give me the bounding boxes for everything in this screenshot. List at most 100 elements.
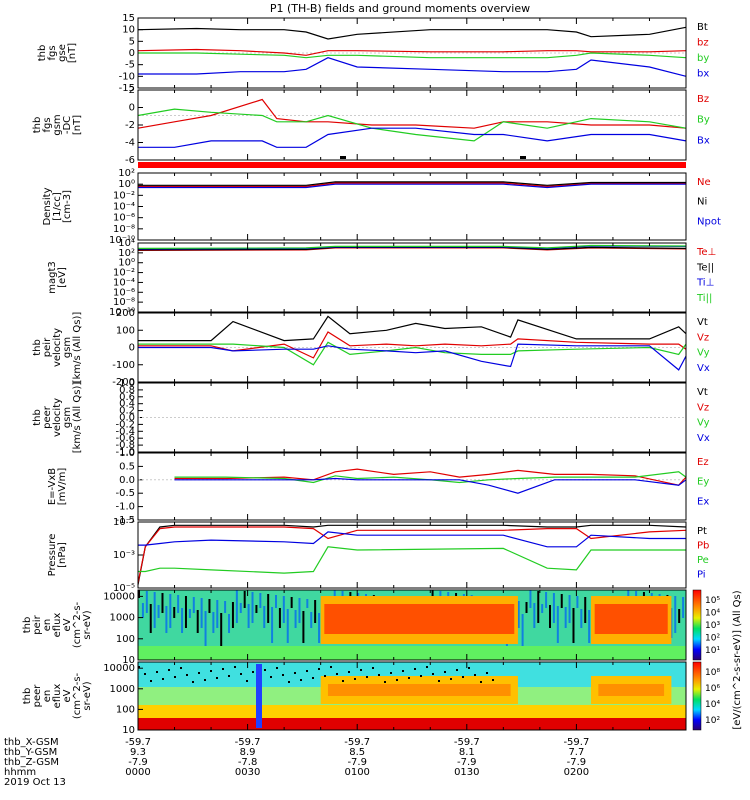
y-axis-label: thb	[32, 117, 43, 134]
legend-entry: Vz	[697, 402, 709, 413]
spectrum-cell	[537, 591, 540, 623]
spectrum-cell	[314, 600, 317, 623]
spectrum-cell	[480, 681, 482, 683]
y-tick-label: -1.5	[115, 515, 135, 526]
y-axis-label: thb	[32, 339, 43, 356]
colorbar-tick-label: 10¹	[705, 646, 720, 656]
y-axis-label: [km/s (All Qs)]	[72, 382, 83, 454]
colorbar-tick-label: 10⁶	[705, 684, 720, 694]
series-pb	[137, 526, 687, 584]
y-tick-label: 10⁻²	[113, 268, 135, 279]
spectrum-cell	[196, 610, 199, 633]
y-tick-label: 0.4	[119, 399, 135, 410]
spectrum-cell	[390, 672, 392, 674]
spectrum-cell	[157, 605, 160, 618]
spectrum-cell	[286, 609, 289, 643]
spectrum-cell	[165, 606, 168, 633]
panel-frame	[137, 89, 687, 161]
legend-entry: Vx	[697, 433, 710, 444]
legend-entry: Pi	[697, 570, 706, 581]
spectrum-cell	[278, 608, 281, 628]
y-axis-label: [1/cc]	[52, 192, 63, 221]
y-tick-label: 0.6	[119, 392, 135, 403]
colorbar-tick-label: 10³	[705, 621, 720, 631]
legend-entry: Ti||	[696, 293, 712, 304]
panel-density: Density [1/cc] [cm-3]10²10⁰10⁻²10⁻⁴10⁻⁶10⁻…	[42, 168, 721, 246]
spectrum-cell	[168, 669, 170, 671]
spectrum-cell	[263, 606, 266, 628]
spectrum-cell	[156, 671, 158, 673]
y-tick-label: 0	[129, 48, 135, 59]
spectrum-cell	[188, 609, 191, 618]
spectrum-cell	[192, 597, 195, 613]
y-tick-label: 100	[116, 325, 135, 336]
x-tick-label: -7.9	[347, 757, 367, 768]
y-tick-label: 10⁻¹	[113, 517, 135, 528]
y-tick-label: 1.0	[119, 448, 135, 459]
spectrum-cell	[243, 591, 246, 608]
y-axis-label: gsm	[52, 114, 63, 135]
legend-entry: Vt	[697, 387, 708, 398]
panel-frame	[137, 382, 687, 453]
spectrum-cell	[450, 678, 452, 680]
y-tick-label: 10⁻⁴	[113, 202, 135, 213]
spectrum-cell	[181, 608, 184, 633]
legend-entry: Te||	[696, 262, 714, 273]
spectrum-cell	[138, 590, 140, 598]
y-axis-label: peer	[32, 684, 43, 708]
spectrum-cell	[564, 607, 567, 628]
x-row-label: thb_Z-GSM	[4, 757, 59, 768]
y-tick-label: 0.0	[119, 413, 135, 424]
spectrum-cell	[150, 680, 152, 682]
spectrum-cell	[220, 613, 223, 648]
y-tick-label: -0.2	[115, 419, 135, 430]
spectrum-cell	[138, 666, 140, 668]
spectrum-cell	[560, 594, 563, 608]
y-axis-label: [cm-3]	[62, 190, 73, 223]
x-row-label: hhmm	[4, 767, 36, 778]
legend-entry: Vt	[697, 317, 708, 328]
y-tick-label: -15	[119, 83, 135, 94]
legend-entry: Pe	[697, 555, 709, 566]
y-tick-label: 10	[122, 25, 135, 36]
spectrum-cell	[247, 604, 250, 628]
panel-frame	[137, 242, 687, 313]
legend-entry: Ti⊥	[696, 278, 714, 289]
x-tick-label: 9.3	[130, 747, 146, 758]
x-tick-label: -59.7	[125, 737, 151, 748]
y-axis-label: gse	[57, 44, 68, 62]
legend-entry: Ni	[697, 197, 707, 208]
spectrum-cell	[572, 608, 575, 643]
spectrum-cell	[302, 611, 305, 643]
spectrum-cell	[474, 674, 476, 676]
y-axis-label: [km/s (All Qs)]	[72, 312, 83, 384]
series-bz	[137, 48, 687, 56]
spectrum-cell	[312, 677, 314, 679]
series-bx	[138, 127, 687, 148]
y-tick-label: 100	[116, 704, 135, 715]
y-axis-label: thb	[32, 409, 43, 426]
spectrum-cell	[235, 590, 238, 623]
y-axis-label: sr-eV)	[82, 681, 93, 710]
panel-efield: E=-VxB [mV/m] 1.0 0.5 0.0 -0.5 -1.0 -1.5 Ez Ey Ex	[47, 448, 709, 526]
spectrum-cell	[438, 680, 440, 682]
spectrum-cell	[378, 674, 380, 676]
spectrum-cell	[174, 676, 176, 678]
legend-entry: Ne	[697, 177, 711, 188]
panel-frame	[137, 452, 687, 521]
legend-entry: Bt	[697, 22, 708, 33]
y-tick-label: 100	[116, 634, 135, 645]
legend-entry: Vy	[697, 418, 710, 429]
y-axis-label: eflux	[52, 684, 63, 709]
y-tick-label: 15	[122, 13, 135, 24]
y-axis-label: eflux	[52, 613, 63, 638]
spectrum-cell	[674, 596, 677, 633]
spectrum-cell	[259, 593, 262, 608]
status-bar	[138, 162, 686, 168]
series-npot	[138, 183, 686, 189]
spectrum-cell	[145, 591, 148, 613]
spectrum-cell	[366, 676, 368, 678]
spectrum-hot	[594, 604, 668, 634]
y-axis-label: (cm^2-s-	[72, 601, 83, 648]
spectrum-cell	[360, 669, 362, 671]
